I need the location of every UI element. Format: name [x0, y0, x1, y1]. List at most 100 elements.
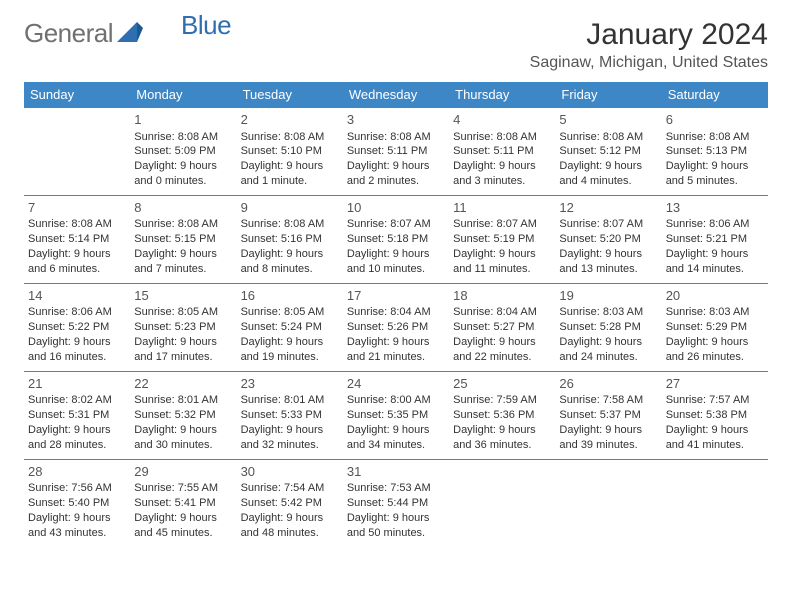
sunrise-text: Sunrise: 8:07 AM [347, 217, 445, 232]
sunset-text: Sunset: 5:29 PM [666, 320, 764, 335]
day-number: 16 [241, 287, 339, 305]
sunrise-text: Sunrise: 7:56 AM [28, 481, 126, 496]
calendar-day: 8Sunrise: 8:08 AMSunset: 5:15 PMDaylight… [130, 195, 236, 283]
sunrise-text: Sunrise: 8:07 AM [453, 217, 551, 232]
sunset-text: Sunset: 5:35 PM [347, 408, 445, 423]
day-number: 28 [28, 463, 126, 481]
sunrise-text: Sunrise: 8:06 AM [28, 305, 126, 320]
daylight-text: Daylight: 9 hours and 13 minutes. [559, 247, 657, 277]
daylight-text: Daylight: 9 hours and 32 minutes. [241, 423, 339, 453]
sunrise-text: Sunrise: 8:08 AM [241, 217, 339, 232]
daylight-text: Daylight: 9 hours and 3 minutes. [453, 159, 551, 189]
daylight-text: Daylight: 9 hours and 24 minutes. [559, 335, 657, 365]
sunset-text: Sunset: 5:22 PM [28, 320, 126, 335]
day-number: 19 [559, 287, 657, 305]
sunrise-text: Sunrise: 8:07 AM [559, 217, 657, 232]
day-number: 25 [453, 375, 551, 393]
calendar-day: 7Sunrise: 8:08 AMSunset: 5:14 PMDaylight… [24, 195, 130, 283]
daylight-text: Daylight: 9 hours and 26 minutes. [666, 335, 764, 365]
day-number: 6 [666, 111, 764, 129]
daylight-text: Daylight: 9 hours and 19 minutes. [241, 335, 339, 365]
sunrise-text: Sunrise: 7:53 AM [347, 481, 445, 496]
sunset-text: Sunset: 5:16 PM [241, 232, 339, 247]
calendar-day: 31Sunrise: 7:53 AMSunset: 5:44 PMDayligh… [343, 459, 449, 546]
calendar-day: 6Sunrise: 8:08 AMSunset: 5:13 PMDaylight… [662, 108, 768, 196]
calendar-row: 21Sunrise: 8:02 AMSunset: 5:31 PMDayligh… [24, 371, 768, 459]
daylight-text: Daylight: 9 hours and 14 minutes. [666, 247, 764, 277]
daylight-text: Daylight: 9 hours and 10 minutes. [347, 247, 445, 277]
sunset-text: Sunset: 5:11 PM [347, 144, 445, 159]
sunset-text: Sunset: 5:26 PM [347, 320, 445, 335]
sunset-text: Sunset: 5:15 PM [134, 232, 232, 247]
daylight-text: Daylight: 9 hours and 0 minutes. [134, 159, 232, 189]
sunset-text: Sunset: 5:31 PM [28, 408, 126, 423]
calendar-day: 28Sunrise: 7:56 AMSunset: 5:40 PMDayligh… [24, 459, 130, 546]
calendar-day: 15Sunrise: 8:05 AMSunset: 5:23 PMDayligh… [130, 283, 236, 371]
calendar-row: 28Sunrise: 7:56 AMSunset: 5:40 PMDayligh… [24, 459, 768, 546]
day-number: 15 [134, 287, 232, 305]
calendar-day: 13Sunrise: 8:06 AMSunset: 5:21 PMDayligh… [662, 195, 768, 283]
sunrise-text: Sunrise: 8:00 AM [347, 393, 445, 408]
daylight-text: Daylight: 9 hours and 6 minutes. [28, 247, 126, 277]
day-number: 11 [453, 199, 551, 217]
sunrise-text: Sunrise: 8:08 AM [347, 130, 445, 145]
calendar-row: 7Sunrise: 8:08 AMSunset: 5:14 PMDaylight… [24, 195, 768, 283]
calendar-day: 9Sunrise: 8:08 AMSunset: 5:16 PMDaylight… [237, 195, 343, 283]
sunrise-text: Sunrise: 8:05 AM [134, 305, 232, 320]
day-number: 26 [559, 375, 657, 393]
sunrise-text: Sunrise: 8:08 AM [559, 130, 657, 145]
day-number: 17 [347, 287, 445, 305]
daylight-text: Daylight: 9 hours and 48 minutes. [241, 511, 339, 541]
sunset-text: Sunset: 5:21 PM [666, 232, 764, 247]
calendar-day: 3Sunrise: 8:08 AMSunset: 5:11 PMDaylight… [343, 108, 449, 196]
calendar-day: 23Sunrise: 8:01 AMSunset: 5:33 PMDayligh… [237, 371, 343, 459]
sunset-text: Sunset: 5:13 PM [666, 144, 764, 159]
calendar-day: 11Sunrise: 8:07 AMSunset: 5:19 PMDayligh… [449, 195, 555, 283]
daylight-text: Daylight: 9 hours and 28 minutes. [28, 423, 126, 453]
daylight-text: Daylight: 9 hours and 30 minutes. [134, 423, 232, 453]
calendar-day: 17Sunrise: 8:04 AMSunset: 5:26 PMDayligh… [343, 283, 449, 371]
day-number: 30 [241, 463, 339, 481]
sunset-text: Sunset: 5:28 PM [559, 320, 657, 335]
sunrise-text: Sunrise: 8:06 AM [666, 217, 764, 232]
calendar-day: 4Sunrise: 8:08 AMSunset: 5:11 PMDaylight… [449, 108, 555, 196]
sunrise-text: Sunrise: 8:05 AM [241, 305, 339, 320]
sunrise-text: Sunrise: 8:08 AM [453, 130, 551, 145]
calendar-day: 10Sunrise: 8:07 AMSunset: 5:18 PMDayligh… [343, 195, 449, 283]
day-number: 13 [666, 199, 764, 217]
sunrise-text: Sunrise: 7:57 AM [666, 393, 764, 408]
calendar-day: 27Sunrise: 7:57 AMSunset: 5:38 PMDayligh… [662, 371, 768, 459]
daylight-text: Daylight: 9 hours and 50 minutes. [347, 511, 445, 541]
calendar-day: 18Sunrise: 8:04 AMSunset: 5:27 PMDayligh… [449, 283, 555, 371]
sunset-text: Sunset: 5:38 PM [666, 408, 764, 423]
sunrise-text: Sunrise: 8:03 AM [666, 305, 764, 320]
daylight-text: Daylight: 9 hours and 34 minutes. [347, 423, 445, 453]
daylight-text: Daylight: 9 hours and 11 minutes. [453, 247, 551, 277]
calendar-day: 20Sunrise: 8:03 AMSunset: 5:29 PMDayligh… [662, 283, 768, 371]
weekday-header: Thursday [449, 82, 555, 108]
calendar-day: 26Sunrise: 7:58 AMSunset: 5:37 PMDayligh… [555, 371, 661, 459]
sunrise-text: Sunrise: 8:04 AM [347, 305, 445, 320]
sunrise-text: Sunrise: 8:08 AM [666, 130, 764, 145]
calendar-empty [662, 459, 768, 546]
day-number: 22 [134, 375, 232, 393]
day-number: 21 [28, 375, 126, 393]
logo: General Blue [24, 18, 231, 49]
calendar-day: 30Sunrise: 7:54 AMSunset: 5:42 PMDayligh… [237, 459, 343, 546]
day-number: 31 [347, 463, 445, 481]
daylight-text: Daylight: 9 hours and 21 minutes. [347, 335, 445, 365]
weekday-header: Monday [130, 82, 236, 108]
daylight-text: Daylight: 9 hours and 22 minutes. [453, 335, 551, 365]
sunrise-text: Sunrise: 7:54 AM [241, 481, 339, 496]
sunset-text: Sunset: 5:36 PM [453, 408, 551, 423]
calendar-empty [449, 459, 555, 546]
sunrise-text: Sunrise: 7:59 AM [453, 393, 551, 408]
sunset-text: Sunset: 5:14 PM [28, 232, 126, 247]
sunset-text: Sunset: 5:19 PM [453, 232, 551, 247]
day-number: 20 [666, 287, 764, 305]
sunrise-text: Sunrise: 8:08 AM [241, 130, 339, 145]
calendar-day: 25Sunrise: 7:59 AMSunset: 5:36 PMDayligh… [449, 371, 555, 459]
day-number: 9 [241, 199, 339, 217]
sunset-text: Sunset: 5:23 PM [134, 320, 232, 335]
sunset-text: Sunset: 5:24 PM [241, 320, 339, 335]
